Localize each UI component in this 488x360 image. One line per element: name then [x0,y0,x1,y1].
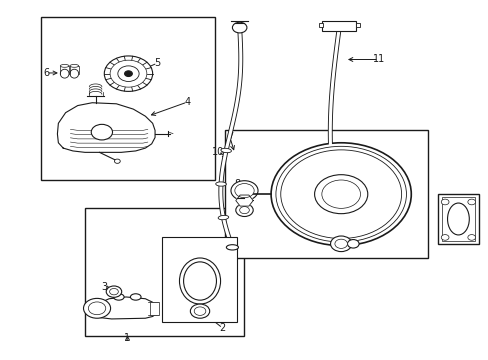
Ellipse shape [226,245,238,250]
Text: 11: 11 [372,54,384,64]
Ellipse shape [218,215,228,220]
Ellipse shape [130,294,141,300]
Polygon shape [235,195,253,206]
Polygon shape [57,103,155,152]
Bar [321,21,355,31]
Circle shape [334,239,347,248]
Circle shape [467,199,475,205]
Circle shape [347,239,358,248]
Ellipse shape [70,64,79,67]
Bar [441,197,474,241]
Ellipse shape [221,148,231,153]
Bar [85,208,244,336]
Ellipse shape [447,203,468,235]
Circle shape [88,302,105,315]
Circle shape [330,236,351,252]
Bar [319,23,323,27]
Circle shape [321,180,360,208]
Ellipse shape [179,258,220,304]
Ellipse shape [60,69,69,78]
Ellipse shape [183,262,216,300]
Circle shape [91,124,112,140]
Polygon shape [92,297,157,319]
Circle shape [118,66,139,81]
Bar [437,194,478,244]
Text: 3: 3 [101,282,107,292]
Circle shape [232,22,246,33]
Circle shape [190,304,209,318]
Circle shape [114,159,120,163]
Circle shape [314,175,367,214]
Circle shape [230,181,258,201]
Ellipse shape [60,64,69,67]
Circle shape [106,286,122,297]
Circle shape [109,288,118,295]
Text: 10: 10 [211,147,224,157]
Circle shape [467,235,475,240]
Circle shape [83,298,110,318]
Bar [355,23,359,27]
Bar [224,130,427,258]
Circle shape [440,199,448,205]
Text: 5: 5 [154,58,160,68]
Ellipse shape [70,69,79,78]
Text: 6: 6 [43,68,49,78]
Text: 1: 1 [124,333,130,343]
Circle shape [270,143,410,246]
Ellipse shape [215,182,226,186]
Circle shape [440,235,448,240]
Text: 8: 8 [234,179,240,189]
Bar [150,302,159,315]
Circle shape [124,71,132,77]
Bar [162,237,237,322]
Circle shape [110,60,146,87]
Circle shape [194,307,205,315]
Text: 7: 7 [226,132,233,143]
Text: 9: 9 [462,211,468,220]
Ellipse shape [113,294,124,300]
Circle shape [234,184,254,198]
Text: 4: 4 [184,97,190,107]
Circle shape [239,207,249,214]
Text: 2: 2 [219,323,225,333]
Circle shape [235,204,253,216]
Bar [41,17,215,180]
Circle shape [104,56,152,91]
